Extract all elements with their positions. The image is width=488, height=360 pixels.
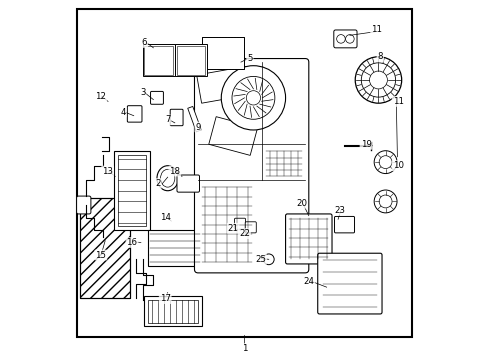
Bar <box>144 46 173 75</box>
Text: 11: 11 <box>370 26 382 35</box>
Circle shape <box>246 91 260 105</box>
Text: 15: 15 <box>95 251 106 260</box>
Text: 19: 19 <box>360 140 370 149</box>
Circle shape <box>354 57 401 103</box>
FancyBboxPatch shape <box>334 216 354 233</box>
FancyBboxPatch shape <box>194 59 308 273</box>
Text: 8: 8 <box>377 52 382 61</box>
Text: 5: 5 <box>246 54 252 63</box>
Text: 6: 6 <box>142 38 147 47</box>
Text: 7: 7 <box>164 116 170 125</box>
Ellipse shape <box>157 166 178 191</box>
Text: 21: 21 <box>227 224 238 233</box>
FancyBboxPatch shape <box>127 106 142 122</box>
Bar <box>148 300 198 323</box>
Bar <box>201 37 244 69</box>
Text: 1: 1 <box>241 344 247 353</box>
Text: 18: 18 <box>169 167 180 176</box>
Bar <box>196 66 250 103</box>
Bar <box>187 107 201 132</box>
FancyBboxPatch shape <box>234 218 245 229</box>
Bar <box>80 198 130 298</box>
Text: 20: 20 <box>296 199 306 208</box>
Text: 12: 12 <box>95 91 106 100</box>
Text: 24: 24 <box>303 277 314 286</box>
Text: 16: 16 <box>126 238 137 247</box>
Text: 13: 13 <box>102 167 113 176</box>
Bar <box>114 152 149 230</box>
Text: 11: 11 <box>392 97 403 106</box>
Bar <box>142 44 175 76</box>
Circle shape <box>373 190 396 213</box>
Circle shape <box>221 66 285 130</box>
Bar <box>148 230 201 266</box>
Circle shape <box>369 71 386 89</box>
Text: 23: 23 <box>334 206 345 215</box>
FancyBboxPatch shape <box>333 30 356 48</box>
Bar <box>208 117 257 156</box>
Text: 25: 25 <box>255 255 265 264</box>
FancyBboxPatch shape <box>77 196 91 214</box>
Bar <box>80 198 130 298</box>
Text: 14: 14 <box>160 213 171 222</box>
Circle shape <box>373 151 396 174</box>
FancyBboxPatch shape <box>317 253 381 314</box>
Text: 10: 10 <box>392 161 403 170</box>
Text: 2: 2 <box>155 179 161 188</box>
Bar <box>176 46 205 75</box>
Circle shape <box>263 254 274 265</box>
FancyBboxPatch shape <box>150 91 163 104</box>
Text: 9: 9 <box>195 123 201 132</box>
Bar <box>144 296 201 327</box>
Text: 22: 22 <box>239 229 249 238</box>
FancyBboxPatch shape <box>177 175 199 192</box>
Bar <box>201 37 244 69</box>
Bar <box>175 44 206 76</box>
FancyBboxPatch shape <box>170 109 183 126</box>
FancyBboxPatch shape <box>285 214 331 264</box>
Bar <box>118 155 146 226</box>
Text: 3: 3 <box>140 88 145 97</box>
Text: 17: 17 <box>160 294 170 303</box>
FancyBboxPatch shape <box>244 222 256 233</box>
Text: 4: 4 <box>120 108 125 117</box>
